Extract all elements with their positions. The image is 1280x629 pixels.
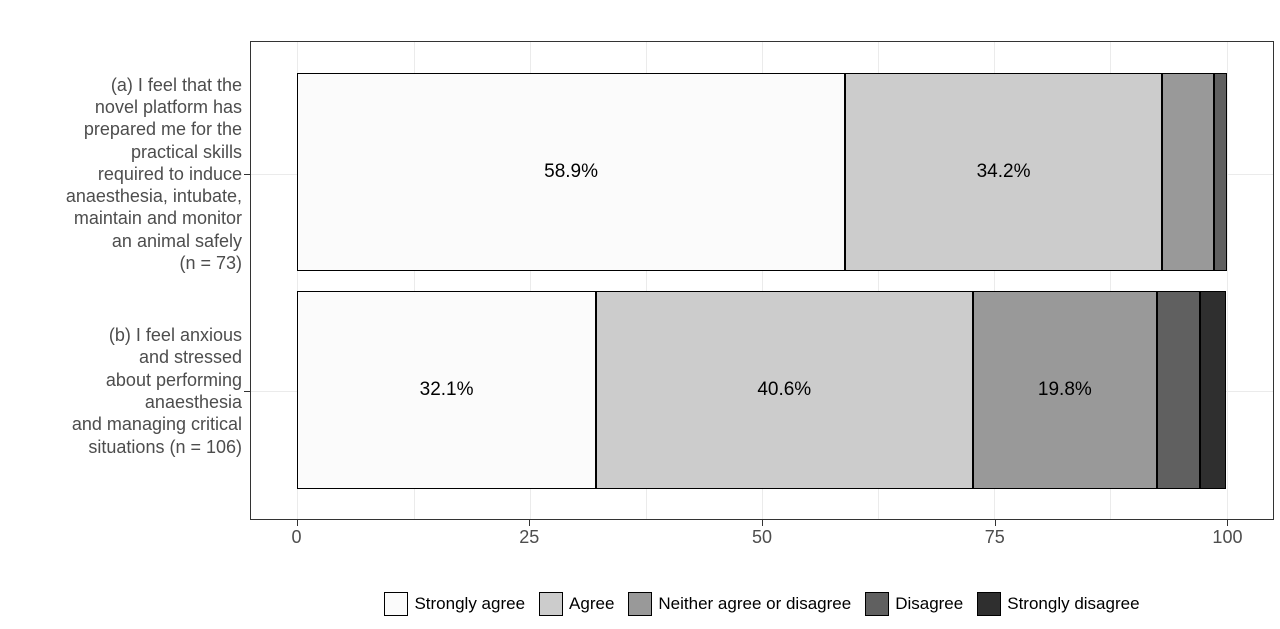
x-tick-label: 75 [984, 527, 1005, 547]
segment-value-label: 19.8% [1037, 379, 1092, 400]
y-tick [244, 391, 250, 392]
y-tick [244, 174, 250, 175]
category-label-line: (a) I feel that the [110, 74, 242, 95]
bar-segment [1156, 291, 1201, 489]
gridline-vertical [994, 42, 996, 519]
category-label: (a) I feel that the novel platform has pre… [0, 74, 242, 275]
legend-item: Disagree [865, 592, 963, 616]
x-tick [1227, 520, 1229, 526]
x-tick-label: 0 [291, 527, 302, 547]
category-label-line: maintain and monitor [73, 208, 242, 229]
bar-segment: 32.1% [297, 291, 596, 489]
category-label-line: anaesthesia [144, 391, 242, 412]
category-label-line: situations (n = 106) [88, 436, 242, 457]
legend-label: Neither agree or disagree [658, 594, 852, 613]
legend-swatch [865, 592, 890, 616]
legend-item: Strongly agree [384, 592, 525, 616]
category-label-line: an animal safely [111, 230, 242, 251]
legend-swatch [977, 592, 1002, 616]
legend-label: Disagree [895, 594, 964, 613]
plot-panel: 58.9% 34.2% 32.1% 40.6% 19.8% [250, 41, 1274, 520]
x-tick [296, 520, 298, 526]
legend-item: Agree [539, 592, 614, 616]
x-tick-label: 50 [751, 527, 773, 547]
category-label-line: anaesthesia, intubate, [65, 186, 242, 207]
legend-swatch [384, 592, 409, 616]
gridline-vertical [878, 42, 880, 519]
x-axis: 0 25 50 75 100 [250, 520, 1274, 562]
category-label-line: prepared me for the [83, 119, 242, 140]
segment-value-label: 32.1% [419, 379, 474, 400]
x-tick-label: 100 [1212, 527, 1243, 547]
gridline-vertical [529, 42, 531, 519]
bar-segment: 58.9% [297, 73, 845, 271]
category-label-line: required to induce [97, 163, 242, 184]
segment-value-label: 34.2% [976, 161, 1031, 182]
gridline-vertical [645, 42, 647, 519]
legend-item: Neither agree or disagree [628, 592, 851, 616]
gridline-vertical [762, 42, 763, 519]
bar-row: 58.9% 34.2% [297, 73, 1227, 271]
x-tick [994, 520, 996, 526]
legend-item: Strongly disagree [977, 592, 1140, 616]
category-label-line: (b) I feel anxious [108, 325, 242, 346]
bar-row: 32.1% 40.6% 19.8% [297, 291, 1227, 489]
bar-segment: 34.2% [844, 73, 1163, 271]
legend-label: Strongly agree [414, 594, 526, 613]
segment-value-label: 40.6% [757, 379, 812, 400]
bar-segment: 19.8% [972, 291, 1157, 489]
legend: Strongly agree Agree Neither agree or disa… [250, 589, 1274, 619]
category-label-line: and managing critical [71, 414, 242, 435]
gridline-vertical [1226, 42, 1228, 519]
category-label-line: novel platform has [94, 96, 242, 117]
x-tick [529, 520, 531, 526]
gridline-vertical [413, 42, 415, 519]
category-label-line: practical skills [130, 141, 242, 162]
gridline-vertical [297, 42, 299, 519]
legend-label: Agree [569, 594, 615, 613]
bar-segment: 40.6% [595, 291, 973, 489]
bar-segment [1213, 73, 1227, 271]
legend-swatch [628, 592, 653, 616]
category-label-line: and stressed [138, 347, 242, 368]
legend-swatch [539, 592, 564, 616]
x-tick-label: 25 [519, 527, 540, 547]
bar-segment [1200, 291, 1227, 489]
x-tick [762, 520, 763, 526]
gridline-vertical [1110, 42, 1112, 519]
category-label: (b) I feel anxious and stressed about perf… [0, 324, 242, 458]
legend-label: Strongly disagree [1007, 594, 1140, 613]
category-label-line: about performing [105, 369, 242, 390]
segment-value-label: 58.9% [544, 161, 598, 182]
bar-segment [1162, 73, 1214, 271]
category-label-line: (n = 73) [179, 253, 242, 274]
